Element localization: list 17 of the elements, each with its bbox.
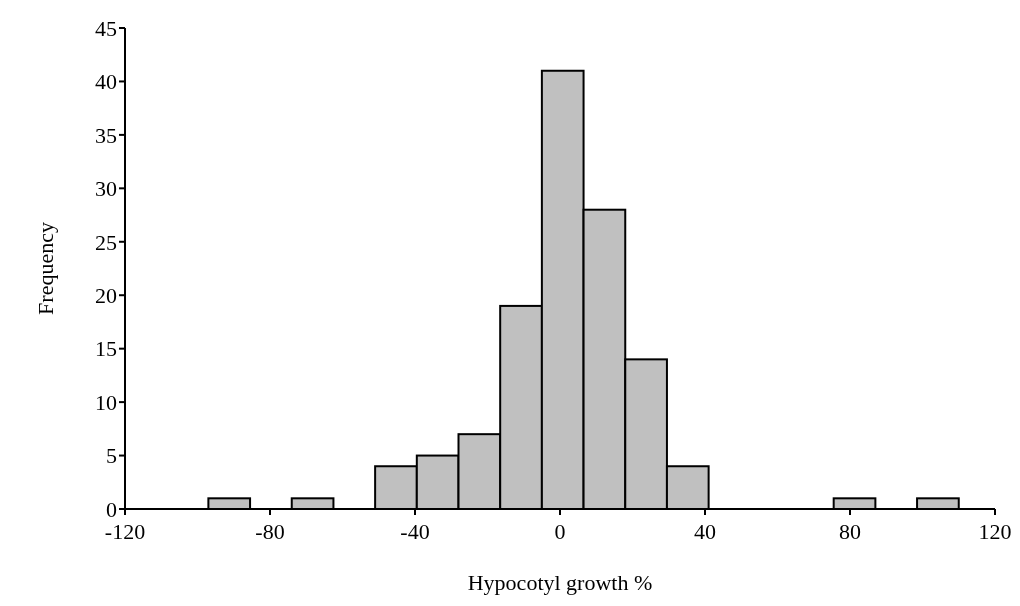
x-tick-label: 0 [554,518,566,544]
y-tick-label: 25 [95,229,117,255]
y-tick-label: 10 [95,389,117,415]
x-tick-label: 120 [978,518,1012,544]
x-axis-title: Hypocotyl growth % [467,570,653,595]
y-tick-label: 5 [106,443,117,469]
y-tick-label: 30 [95,176,117,202]
y-tick-label: 35 [95,122,117,148]
y-tick-label: 15 [95,336,117,362]
y-tick-label: 40 [95,69,117,95]
x-tick-label: 40 [694,518,716,544]
y-axis-title: Frequency [32,222,58,315]
x-tick-label: 80 [839,518,861,544]
x-tick-label: -40 [400,518,430,544]
y-tick-label: 45 [95,15,117,41]
y-tick-label: 20 [95,283,117,309]
x-tick-label: -80 [255,518,285,544]
